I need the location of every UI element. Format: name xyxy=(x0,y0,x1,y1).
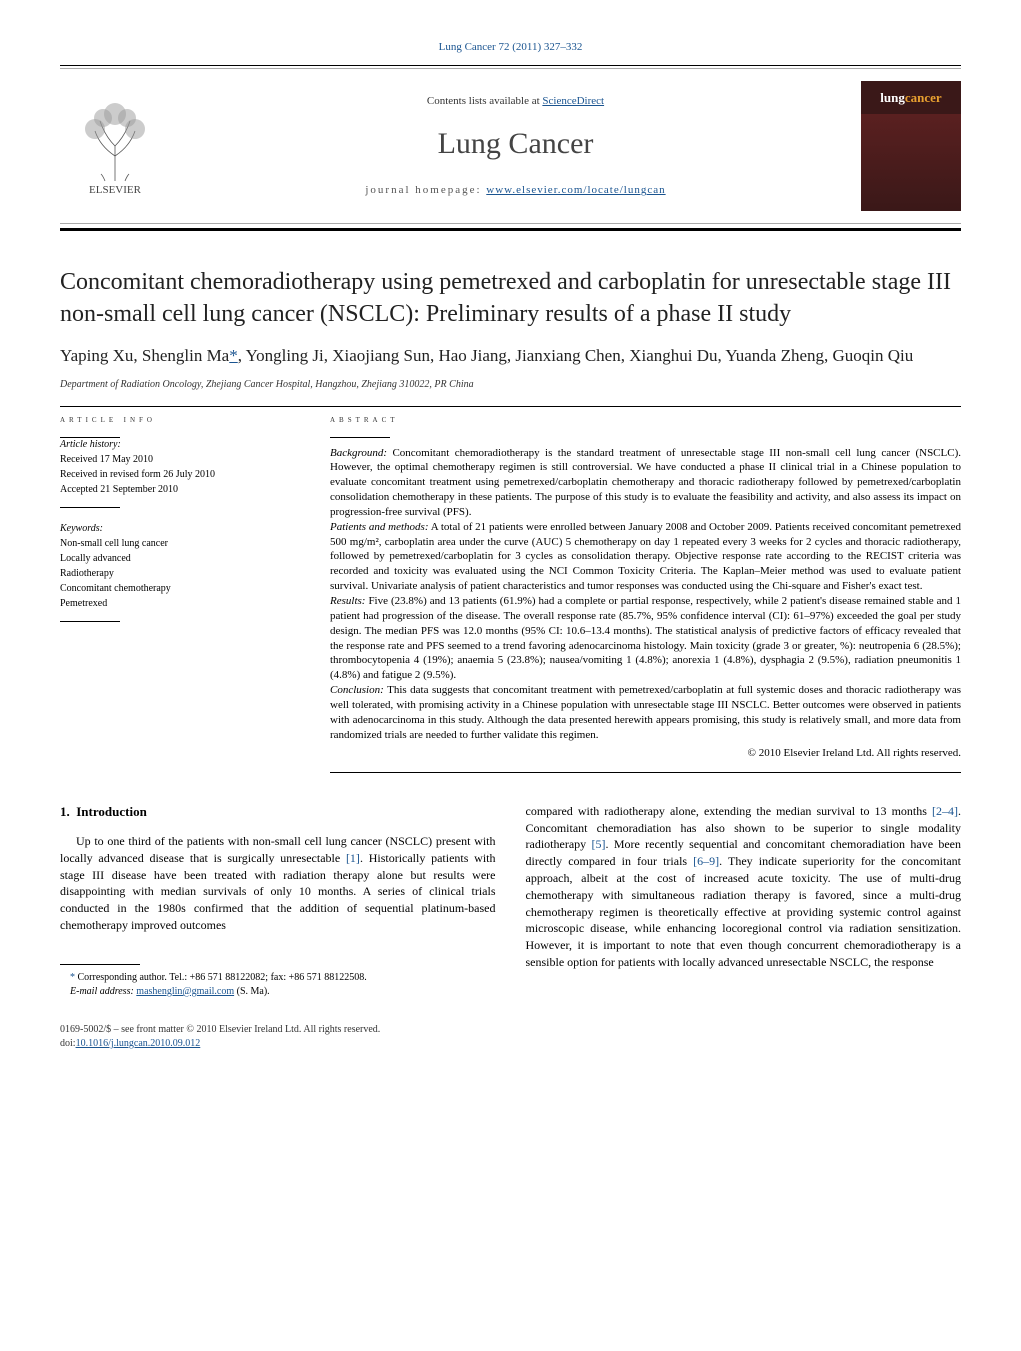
publisher-logo-text: ELSEVIER xyxy=(89,184,142,196)
abstract: ABSTRACT Background: Concomitant chemora… xyxy=(330,413,961,773)
keyword-item: Locally advanced xyxy=(60,552,290,566)
keywords-label: Keywords: xyxy=(60,522,290,536)
abstract-background-label: Background: xyxy=(330,447,387,459)
corresponding-footnote: * Corresponding author. Tel.: +86 571 88… xyxy=(60,971,496,985)
footnote-text: Corresponding author. Tel.: +86 571 8812… xyxy=(75,972,367,983)
sciencedirect-link[interactable]: ScienceDirect xyxy=(542,95,604,107)
abstract-conclusion-text: This data suggests that concomitant trea… xyxy=(330,684,961,741)
homepage-line: journal homepage: www.elsevier.com/locat… xyxy=(170,183,861,198)
abstract-conclusion-label: Conclusion: xyxy=(330,684,384,696)
info-rule-2 xyxy=(60,507,120,508)
abstract-head: ABSTRACT xyxy=(330,413,961,427)
journal-name: Lung Cancer xyxy=(170,123,861,165)
history-received: Received 17 May 2010 xyxy=(60,453,290,467)
authors-part2: , Yongling Ji, Xiaojiang Sun, Hao Jiang,… xyxy=(238,346,914,365)
email-suffix: (S. Ma). xyxy=(234,986,270,997)
article-info-head: ARTICLE INFO xyxy=(60,413,290,427)
abstract-results-text: Five (23.8%) and 13 patients (61.9%) had… xyxy=(330,595,961,681)
authors: Yaping Xu, Shenglin Ma*, Yongling Ji, Xi… xyxy=(60,344,961,368)
rule-heavy xyxy=(60,228,961,231)
section-heading: 1. Introduction xyxy=(60,803,496,821)
cover-body xyxy=(861,114,961,212)
citation-link[interactable]: [2–4] xyxy=(932,804,958,818)
journal-homepage-link[interactable]: www.elsevier.com/locate/lungcan xyxy=(486,184,665,196)
elsevier-tree-icon: ELSEVIER xyxy=(65,96,165,196)
doi-prefix: doi: xyxy=(60,1038,76,1049)
article-history: Article history: Received 17 May 2010 Re… xyxy=(60,438,290,497)
cover-cancer-text: cancer xyxy=(905,90,942,105)
keyword-item: Pemetrexed xyxy=(60,597,290,611)
cover-logo: lungcancer xyxy=(880,89,941,107)
rule-top xyxy=(60,65,961,66)
homepage-prefix: journal homepage: xyxy=(365,184,486,196)
article-title: Concomitant chemoradiotherapy using peme… xyxy=(60,267,961,329)
publisher-logo: ELSEVIER xyxy=(60,91,170,201)
footnote-rule xyxy=(60,964,140,965)
body-column-right: compared with radiotherapy alone, extend… xyxy=(526,803,962,1051)
body-columns: 1. Introduction Up to one third of the p… xyxy=(60,803,961,1051)
affiliation: Department of Radiation Oncology, Zhejia… xyxy=(60,378,961,392)
email-label: E-mail address: xyxy=(70,986,136,997)
title-block: Concomitant chemoradiotherapy using peme… xyxy=(60,267,961,391)
history-revised: Received in revised form 26 July 2010 xyxy=(60,468,290,482)
abstract-background-text: Concomitant chemoradiotherapy is the sta… xyxy=(330,447,961,518)
citation-link[interactable]: [6–9] xyxy=(693,854,719,868)
section-title: Introduction xyxy=(76,804,147,819)
body-text: compared with radiotherapy alone, extend… xyxy=(526,804,933,818)
email-link[interactable]: mashenglin@gmail.com xyxy=(136,986,234,997)
keyword-item: Radiotherapy xyxy=(60,567,290,581)
contents-line: Contents lists available at ScienceDirec… xyxy=(170,94,861,109)
abstract-body: Background: Concomitant chemoradiotherap… xyxy=(330,446,961,743)
body-column-left: 1. Introduction Up to one third of the p… xyxy=(60,803,496,1051)
keyword-item: Non-small cell lung cancer xyxy=(60,537,290,551)
journal-cover-thumbnail: lungcancer xyxy=(861,81,961,211)
keyword-item: Concomitant chemotherapy xyxy=(60,582,290,596)
history-label: Article history: xyxy=(60,438,290,452)
header-citation: Lung Cancer 72 (2011) 327–332 xyxy=(60,40,961,55)
rule-thin-2 xyxy=(60,223,961,224)
body-paragraph: Up to one third of the patients with non… xyxy=(60,833,496,934)
corresponding-author-marker[interactable]: * xyxy=(229,346,238,365)
info-rule-3 xyxy=(60,621,120,622)
citation-link[interactable]: [5] xyxy=(591,837,605,851)
abstract-copyright: © 2010 Elsevier Ireland Ltd. All rights … xyxy=(330,746,961,761)
abstract-bottom-rule xyxy=(330,772,961,773)
authors-part1: Yaping Xu, Shenglin Ma xyxy=(60,346,229,365)
abstract-rule xyxy=(330,437,390,438)
cover-lung-text: lung xyxy=(880,90,905,105)
meta-rule xyxy=(60,406,961,407)
banner-center: Contents lists available at ScienceDirec… xyxy=(170,94,861,199)
article-info: ARTICLE INFO Article history: Received 1… xyxy=(60,413,290,773)
abstract-methods-label: Patients and methods: xyxy=(330,521,429,533)
footer-doi: doi:10.1016/j.lungcan.2010.09.012 xyxy=(60,1037,496,1051)
contents-prefix: Contents lists available at xyxy=(427,95,542,107)
citation-link[interactable]: [1] xyxy=(346,851,360,865)
body-text: . They indicate superiority for the conc… xyxy=(526,854,962,969)
keywords: Keywords: Non-small cell lung cancer Loc… xyxy=(60,522,290,611)
section-number: 1. xyxy=(60,804,70,819)
footer-copyright: 0169-5002/$ – see front matter © 2010 El… xyxy=(60,1023,496,1037)
history-accepted: Accepted 21 September 2010 xyxy=(60,483,290,497)
body-paragraph: compared with radiotherapy alone, extend… xyxy=(526,803,962,971)
meta-row: ARTICLE INFO Article history: Received 1… xyxy=(60,413,961,773)
email-footnote: E-mail address: mashenglin@gmail.com (S.… xyxy=(60,985,496,999)
doi-link[interactable]: 10.1016/j.lungcan.2010.09.012 xyxy=(76,1038,201,1049)
footer-block: 0169-5002/$ – see front matter © 2010 El… xyxy=(60,1023,496,1051)
journal-banner: ELSEVIER Contents lists available at Sci… xyxy=(60,69,961,223)
abstract-results-label: Results: xyxy=(330,595,365,607)
